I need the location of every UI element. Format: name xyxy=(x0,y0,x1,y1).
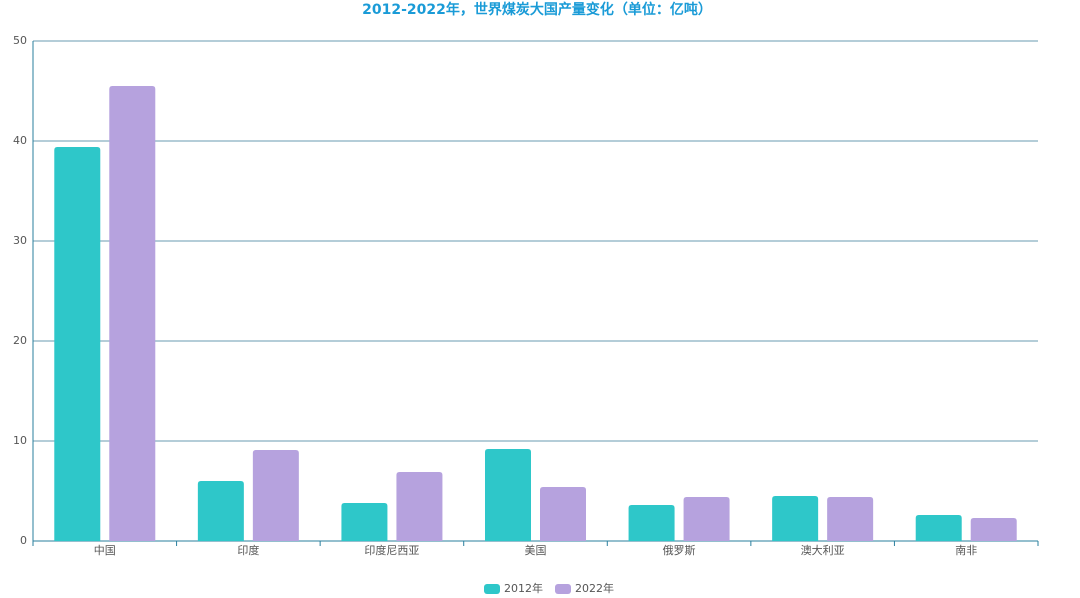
bar xyxy=(197,481,244,541)
x-tick-label: 南非 xyxy=(955,544,977,557)
x-tick-label: 美国 xyxy=(525,544,547,557)
bar xyxy=(970,518,1017,541)
x-tick-label: 中国 xyxy=(94,544,116,557)
y-tick-label: 50 xyxy=(13,34,27,47)
legend-swatch xyxy=(555,584,571,594)
legend-label: 2012年 xyxy=(504,581,543,595)
x-tick-label: 印度 xyxy=(237,543,259,557)
bar xyxy=(628,505,675,541)
y-tick-label: 0 xyxy=(20,534,27,547)
chart-title: 2012-2022年，世界煤炭大国产量变化（单位：亿吨） xyxy=(362,1,712,18)
y-tick-label: 40 xyxy=(13,134,27,147)
x-tick-label: 澳大利亚 xyxy=(801,543,845,557)
bar xyxy=(485,449,531,541)
bar xyxy=(341,503,388,541)
bar xyxy=(915,515,962,541)
x-tick-label: 俄罗斯 xyxy=(663,544,696,557)
x-tick-label: 印度尼西亚 xyxy=(364,543,419,557)
bar xyxy=(396,472,443,541)
legend-label: 2022年 xyxy=(575,581,614,595)
y-tick-label: 30 xyxy=(13,234,27,247)
bar xyxy=(54,147,101,541)
legend-swatch xyxy=(484,584,500,594)
bar xyxy=(252,450,299,541)
bar xyxy=(540,487,586,541)
bar xyxy=(109,86,156,541)
bar xyxy=(772,496,819,541)
bar xyxy=(683,497,730,541)
y-tick-label: 10 xyxy=(13,434,27,447)
bar xyxy=(827,497,874,541)
y-tick-label: 20 xyxy=(13,334,27,347)
